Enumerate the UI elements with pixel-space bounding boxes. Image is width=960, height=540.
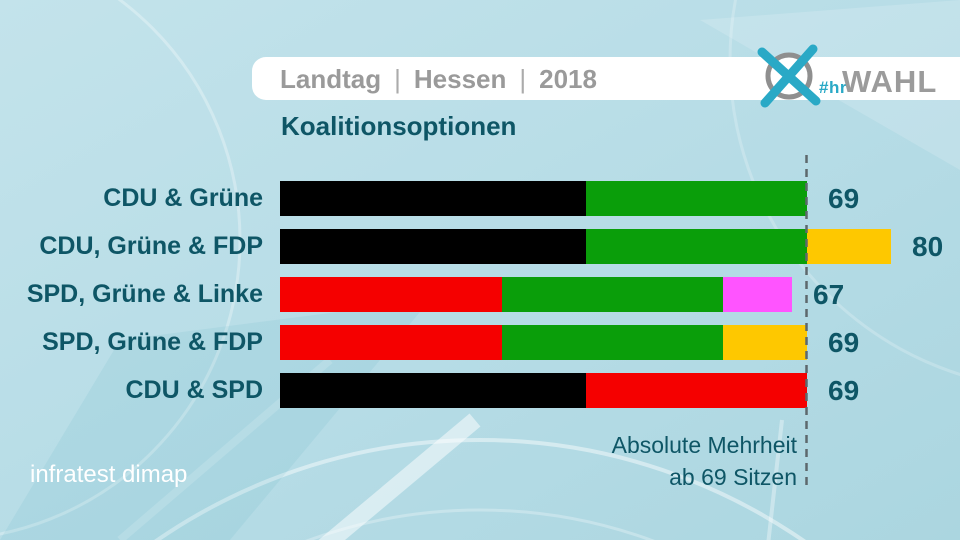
coalition-bar	[280, 277, 792, 312]
breadcrumb-separator: |	[519, 64, 527, 94]
bar-segment-grune	[501, 325, 723, 360]
hrwahl-logo: #hr WAHL	[750, 42, 950, 112]
coalition-chart: CDU & Grüne 69 CDU, Grüne & FDP 80 SPD, Grün…	[0, 181, 960, 421]
bar-segment-grune	[585, 181, 807, 216]
breadcrumb-state: Hessen	[413, 64, 507, 94]
bar-segment-grune	[585, 229, 807, 264]
checkmark-cross-icon	[757, 44, 821, 108]
breadcrumb-year: 2018	[539, 64, 597, 94]
chart-row: CDU & SPD 69	[0, 373, 960, 408]
row-label: SPD, Grüne & Linke	[26, 280, 263, 308]
chart-row: CDU, Grüne & FDP 80	[0, 229, 960, 264]
row-value: 80	[912, 231, 944, 262]
page-title: Koalitionsoptionen	[281, 111, 517, 141]
bar-segment-cdu	[280, 373, 586, 408]
chart-row: SPD, Grüne & FDP 69	[0, 325, 960, 360]
breadcrumb: Landtag | Hessen | 2018	[280, 57, 597, 100]
source-credit: infratest dimap	[30, 461, 188, 488]
bar-segment-fdp	[723, 325, 807, 360]
bar-segment-grune	[501, 277, 723, 312]
bar-segment-fdp	[807, 229, 891, 264]
row-label: CDU, Grüne & FDP	[39, 232, 263, 260]
majority-note-line1: Absolute Mehrheit	[611, 432, 797, 458]
coalition-bar	[280, 325, 807, 360]
row-label: CDU & SPD	[125, 376, 263, 404]
majority-note: Absolute Mehrheit ab 69 Sitzen	[612, 429, 797, 493]
bar-segment-linke	[723, 277, 792, 312]
row-value: 69	[828, 183, 860, 214]
header-band	[252, 57, 960, 100]
row-label: CDU & Grüne	[103, 184, 263, 212]
coalition-bar	[280, 181, 807, 216]
row-value: 69	[828, 327, 860, 358]
majority-note-line2: ab 69 Sitzen	[669, 464, 797, 490]
chart-row: CDU & Grüne 69	[0, 181, 960, 216]
bar-segment-cdu	[280, 229, 586, 264]
chart-row: SPD, Grüne & Linke 67	[0, 277, 960, 312]
breadcrumb-region: Landtag	[280, 64, 382, 94]
breadcrumb-separator: |	[394, 64, 401, 94]
coalition-bar	[280, 373, 807, 408]
bar-segment-spd	[585, 373, 807, 408]
bar-segment-spd	[280, 277, 502, 312]
bar-segment-spd	[280, 325, 502, 360]
logo-hashtag-text: #hr	[819, 78, 847, 97]
logo-brand-text: WAHL	[842, 64, 938, 99]
row-value: 67	[813, 279, 845, 310]
row-label: SPD, Grüne & FDP	[42, 328, 263, 356]
bar-segment-cdu	[280, 181, 586, 216]
row-value: 69	[828, 375, 860, 406]
coalition-bar	[280, 229, 891, 264]
